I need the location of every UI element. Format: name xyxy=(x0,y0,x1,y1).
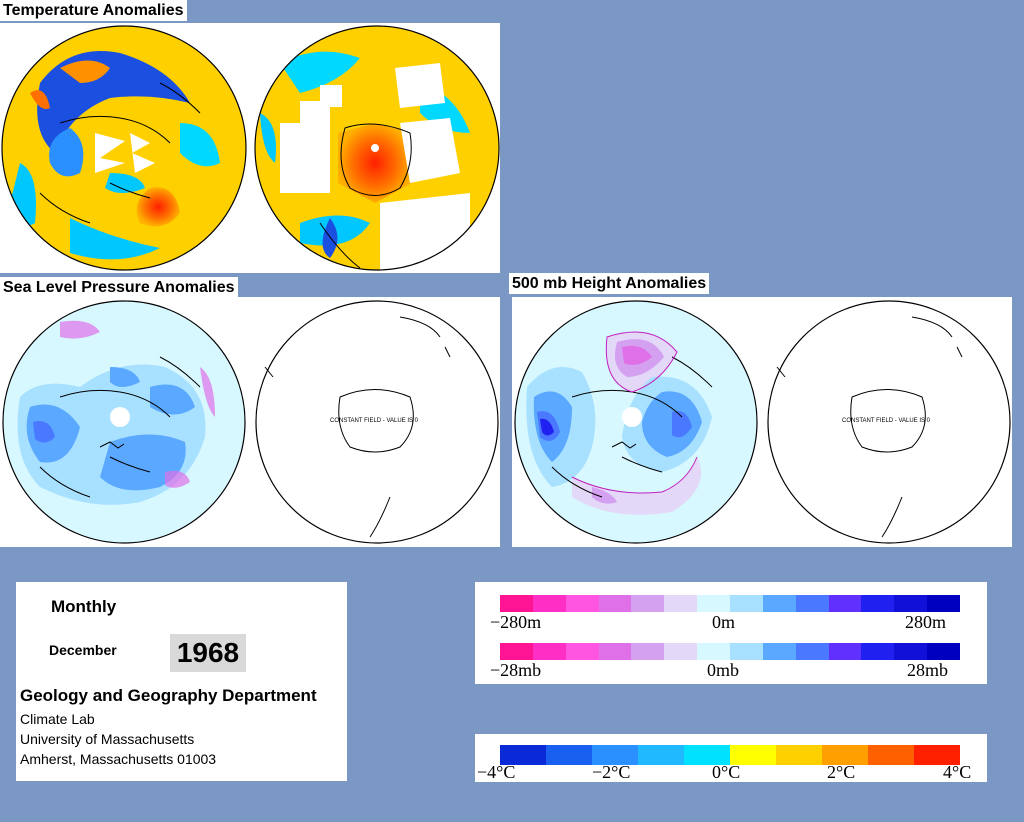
university-label: University of Massachusetts xyxy=(20,731,195,747)
pressure-max-label: 28mb xyxy=(907,660,949,680)
year-label: 1968 xyxy=(170,634,246,672)
pressure-swatch-6 xyxy=(697,643,731,660)
temp-swatch-5 xyxy=(730,745,776,765)
temp-swatch-2 xyxy=(592,745,638,765)
temperature-anomalies-title: Temperature Anomalies xyxy=(0,0,187,21)
pressure-swatch-3 xyxy=(598,643,632,660)
slp-anomalies-title: Sea Level Pressure Anomalies xyxy=(0,277,238,298)
pressure-swatch-1 xyxy=(532,643,566,660)
height-swatch-3 xyxy=(598,595,632,612)
pressure-swatch-9 xyxy=(795,643,829,660)
height-swatch-4 xyxy=(631,595,665,612)
height500-northern-hemisphere-map xyxy=(515,301,757,543)
temp-tick-label-3: 2°C xyxy=(827,762,856,782)
height-swatch-2 xyxy=(565,595,599,612)
height-swatch-11 xyxy=(861,595,895,612)
temp-swatch-7 xyxy=(822,745,868,765)
lab-label: Climate Lab xyxy=(20,711,95,727)
temperature-color-bar xyxy=(500,745,960,765)
height500-constant-field-label: CONSTANT FIELD - VALUE IS 0 xyxy=(842,418,931,424)
temp-swatch-1 xyxy=(546,745,592,765)
height-swatch-9 xyxy=(795,595,829,612)
height-swatch-8 xyxy=(762,595,796,612)
slp-map-panel: CONSTANT FIELD - VALUE IS 0 xyxy=(0,297,500,547)
pressure-swatch-4 xyxy=(631,643,665,660)
height-swatch-6 xyxy=(697,595,731,612)
temp-swatch-4 xyxy=(684,745,730,765)
height500-southern-hemisphere-map xyxy=(767,300,1011,544)
slp-southern-hemisphere-map xyxy=(255,300,499,544)
temp-swatch-8 xyxy=(868,745,914,765)
info-box: Monthly December 1968 Geology and Geogra… xyxy=(16,582,347,781)
pressure-swatch-10 xyxy=(828,643,862,660)
pressure-swatch-2 xyxy=(565,643,599,660)
address-label: Amherst, Massachusetts 01003 xyxy=(20,751,217,767)
height-swatch-13 xyxy=(927,595,961,612)
temp-swatch-0 xyxy=(500,745,546,765)
height-pressure-legend: −280m 0m 280m −28mb 0mb 28mb xyxy=(475,582,987,684)
temp-swatch-6 xyxy=(776,745,822,765)
pressure-min-label: −28mb xyxy=(490,660,542,680)
temperature-map-panel xyxy=(0,23,500,273)
month-label: December xyxy=(49,642,117,658)
temperature-southern-hemisphere-map xyxy=(255,26,499,270)
temp-tick-label-4: 4°C xyxy=(943,762,972,782)
slp-northern-hemisphere-map xyxy=(3,301,245,543)
temperature-northern-hemisphere-map xyxy=(2,26,246,270)
height-swatch-7 xyxy=(730,595,763,612)
pressure-color-bar xyxy=(500,643,961,660)
height-swatch-5 xyxy=(664,595,698,612)
pressure-mid-label: 0mb xyxy=(707,660,740,680)
height-min-label: −280m xyxy=(490,612,542,632)
temp-swatch-3 xyxy=(638,745,684,765)
height-color-bar xyxy=(500,595,961,612)
pressure-swatch-11 xyxy=(861,643,895,660)
height500-anomalies-title: 500 mb Height Anomalies xyxy=(509,273,710,294)
temperature-legend: −4°C −2°C 0°C 2°C 4°C xyxy=(475,734,987,782)
pressure-swatch-0 xyxy=(500,643,533,660)
height-swatch-12 xyxy=(894,595,928,612)
pressure-swatch-12 xyxy=(894,643,928,660)
temp-tick-label-2: 0°C xyxy=(712,762,741,782)
height-mid-label: 0m xyxy=(712,612,736,632)
temp-swatch-9 xyxy=(914,745,960,765)
height500-map-panel: CONSTANT FIELD - VALUE IS 0 xyxy=(512,297,1012,547)
height-swatch-1 xyxy=(532,595,566,612)
slp-constant-field-label: CONSTANT FIELD - VALUE IS 0 xyxy=(330,418,419,424)
temp-tick-label-0: −4°C xyxy=(477,762,516,782)
height-max-label: 280m xyxy=(905,612,947,632)
temp-tick-label-1: −2°C xyxy=(592,762,631,782)
height-swatch-10 xyxy=(828,595,862,612)
pressure-swatch-5 xyxy=(664,643,698,660)
department-label: Geology and Geography Department xyxy=(20,686,317,705)
height-swatch-0 xyxy=(500,595,533,612)
pressure-swatch-13 xyxy=(927,643,961,660)
pressure-swatch-8 xyxy=(762,643,796,660)
pressure-swatch-7 xyxy=(730,643,763,660)
period-label: Monthly xyxy=(51,597,117,616)
